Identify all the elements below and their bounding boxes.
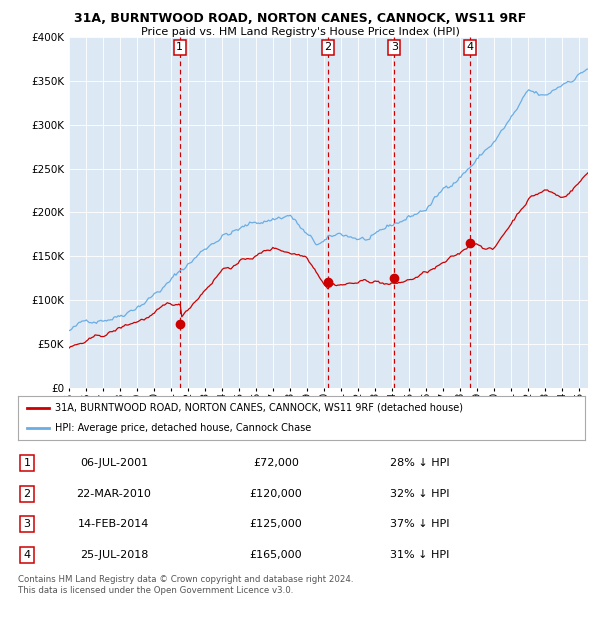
Text: £72,000: £72,000 bbox=[253, 458, 299, 468]
Text: £125,000: £125,000 bbox=[250, 520, 302, 529]
Text: HPI: Average price, detached house, Cannock Chase: HPI: Average price, detached house, Cann… bbox=[55, 423, 311, 433]
Text: 1: 1 bbox=[176, 42, 183, 53]
Text: £120,000: £120,000 bbox=[250, 489, 302, 498]
Text: Contains HM Land Registry data © Crown copyright and database right 2024.
This d: Contains HM Land Registry data © Crown c… bbox=[18, 575, 353, 595]
Text: 31% ↓ HPI: 31% ↓ HPI bbox=[391, 550, 449, 560]
Text: 2: 2 bbox=[23, 489, 31, 498]
Text: 32% ↓ HPI: 32% ↓ HPI bbox=[390, 489, 450, 498]
Text: 1: 1 bbox=[23, 458, 31, 468]
Text: 4: 4 bbox=[23, 550, 31, 560]
Text: 31A, BURNTWOOD ROAD, NORTON CANES, CANNOCK, WS11 9RF (detached house): 31A, BURNTWOOD ROAD, NORTON CANES, CANNO… bbox=[55, 402, 463, 413]
Text: 3: 3 bbox=[391, 42, 398, 53]
Text: 4: 4 bbox=[466, 42, 473, 53]
Text: 3: 3 bbox=[23, 520, 31, 529]
Text: 2: 2 bbox=[325, 42, 332, 53]
Text: 06-JUL-2001: 06-JUL-2001 bbox=[80, 458, 148, 468]
Text: 22-MAR-2010: 22-MAR-2010 bbox=[77, 489, 151, 498]
Text: 28% ↓ HPI: 28% ↓ HPI bbox=[390, 458, 450, 468]
Text: 37% ↓ HPI: 37% ↓ HPI bbox=[390, 520, 450, 529]
Text: Price paid vs. HM Land Registry's House Price Index (HPI): Price paid vs. HM Land Registry's House … bbox=[140, 27, 460, 37]
Text: 14-FEB-2014: 14-FEB-2014 bbox=[79, 520, 149, 529]
Text: 25-JUL-2018: 25-JUL-2018 bbox=[80, 550, 148, 560]
Text: 31A, BURNTWOOD ROAD, NORTON CANES, CANNOCK, WS11 9RF: 31A, BURNTWOOD ROAD, NORTON CANES, CANNO… bbox=[74, 12, 526, 25]
Text: £165,000: £165,000 bbox=[250, 550, 302, 560]
